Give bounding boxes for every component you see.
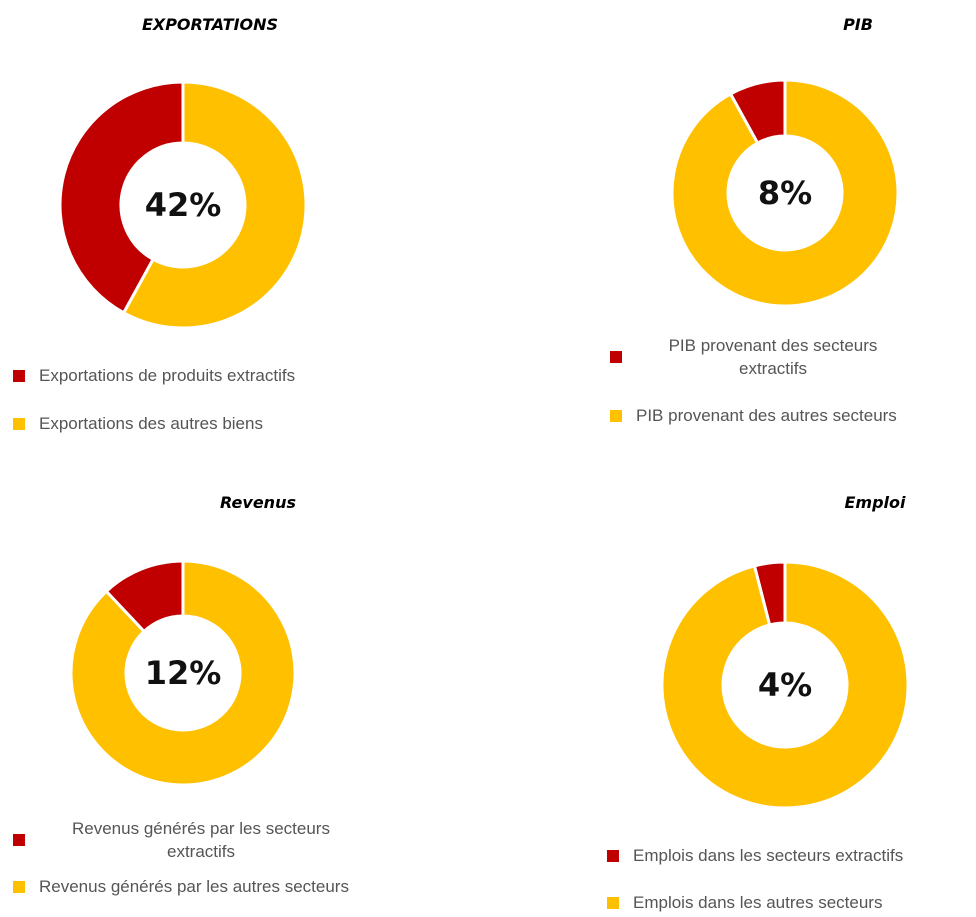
legend-item: Revenus générés par les secteurs extract… <box>13 817 363 863</box>
legend-swatch <box>610 351 622 363</box>
legend-label: Exportations de produits extractifs <box>39 366 296 385</box>
legend-label: Revenus générés par les secteurs extract… <box>72 819 330 861</box>
legend-swatch <box>13 880 25 893</box>
chart-title: PIB <box>843 15 873 34</box>
donut-slice <box>58 80 185 315</box>
legend-swatch <box>13 369 25 382</box>
legend-swatch <box>610 409 622 422</box>
legend-item: Revenus générés par les autres secteurs <box>13 875 363 898</box>
legend-label: Emplois dans les autres secteurs <box>633 893 883 912</box>
chart-title: Emploi <box>844 493 906 512</box>
legend-item: PIB provenant des secteurs extractifs <box>610 334 910 380</box>
legend-item: PIB provenant des autres secteurs <box>610 404 970 427</box>
legend-item: Emplois dans les secteurs extractifs <box>607 844 976 867</box>
legend-item: Exportations des autres biens <box>13 412 413 435</box>
legend-label: Revenus générés par les autres secteurs <box>39 877 349 896</box>
legend-swatch <box>13 417 25 430</box>
legend-label: Emplois dans les secteurs extractifs <box>633 846 904 865</box>
center-label: 42% <box>145 186 222 224</box>
center-label: 12% <box>145 654 222 692</box>
legend-swatch <box>13 834 25 846</box>
legend-label: PIB provenant des secteurs extractifs <box>668 336 878 378</box>
center-label: 8% <box>758 174 812 212</box>
legend-item: Emplois dans les autres secteurs <box>607 891 976 914</box>
legend-label: PIB provenant des autres secteurs <box>636 406 897 425</box>
chart-title: Revenus <box>220 493 296 512</box>
chart-title: EXPORTATIONS <box>142 15 278 34</box>
donut-slice <box>121 80 308 330</box>
legend-swatch <box>607 896 619 909</box>
center-label: 4% <box>758 666 812 704</box>
legend-swatch <box>607 849 619 862</box>
legend-label: Exportations des autres biens <box>39 414 263 433</box>
donut-slice <box>69 559 297 787</box>
donut-slice <box>670 78 900 308</box>
donut-slice <box>660 560 910 810</box>
legend-item: Exportations de produits extractifs <box>13 364 413 387</box>
